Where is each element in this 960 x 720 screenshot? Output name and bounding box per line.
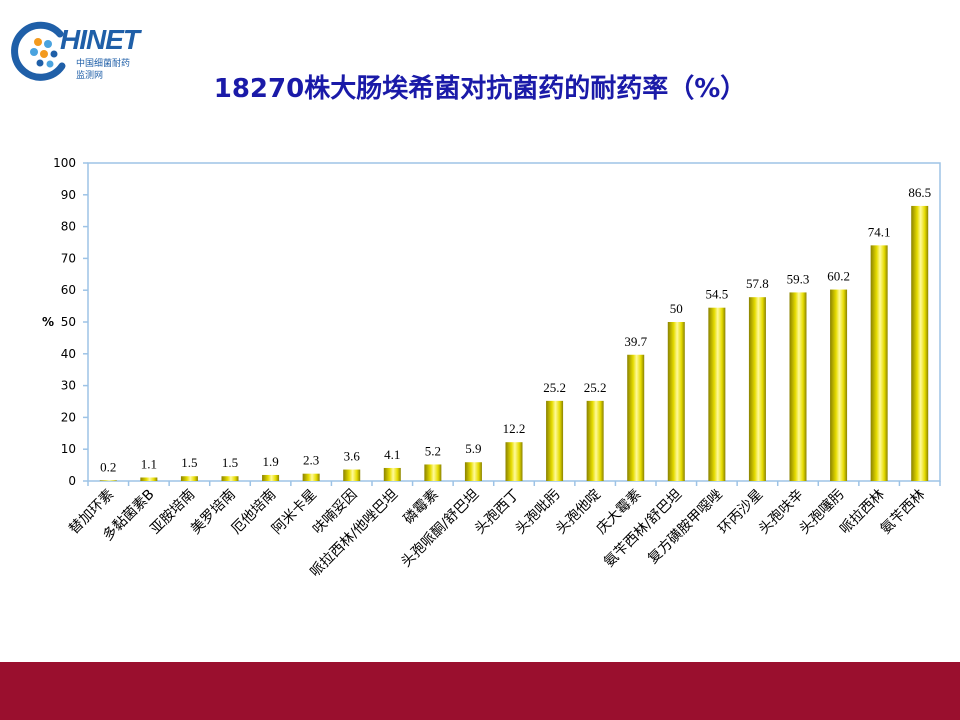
y-tick-label: 100: [53, 156, 76, 170]
bar: [302, 473, 320, 481]
bar: [911, 205, 929, 481]
logo-arc-icon: [11, 21, 66, 81]
bar-value-label: 50: [670, 301, 683, 316]
bar: [789, 292, 807, 481]
y-tick-label: 30: [61, 379, 76, 393]
bar: [708, 307, 726, 481]
bar-value-label: 1.9: [262, 454, 278, 469]
bar-value-label: 59.3: [787, 271, 810, 286]
bar-value-label: 39.7: [624, 334, 647, 349]
y-axis: 0 10 20 30 40 50 60 70 80 90 100: [53, 156, 941, 488]
bar-value-label: 0.2: [100, 459, 116, 474]
y-axis-label: %: [42, 315, 54, 329]
hinet-logo: HINET 中国细菌耐药 监测网: [18, 22, 158, 90]
bar-value-label: 60.2: [827, 269, 850, 284]
bar-value-label: 25.2: [543, 380, 566, 395]
bar: [870, 245, 888, 481]
bar-value-label: 5.2: [425, 443, 441, 458]
bar-value-label: 25.2: [584, 380, 607, 395]
category-label: 复方磺胺甲噁唑: [644, 486, 725, 567]
x-axis: [87, 481, 941, 486]
logo-subtitle-line2: 监测网: [76, 71, 104, 81]
bar-value-label: 1.1: [141, 457, 157, 472]
bar: [546, 400, 564, 481]
logo-wordmark: HINET: [60, 24, 140, 55]
bar-value-label: 12.2: [503, 421, 526, 436]
bar: [667, 322, 685, 481]
bars: [99, 205, 929, 481]
y-tick-label: 20: [61, 410, 76, 424]
bar-value-label: 54.5: [705, 287, 728, 302]
bar: [627, 354, 645, 481]
data-labels: 0.2 1.1 1.5 1.5 1.9 2.3 3.6 4.1 5.2 5.9 12.2 25.2 25…: [100, 185, 931, 474]
y-tick-label: 80: [61, 220, 76, 234]
y-tick-label: 70: [61, 251, 76, 265]
bar: [505, 442, 523, 481]
bar: [221, 476, 239, 481]
y-tick-label: 90: [61, 188, 76, 202]
bar: [140, 477, 158, 481]
bar-value-label: 74.1: [868, 224, 891, 239]
footer-bar: [0, 662, 960, 720]
bar: [262, 474, 280, 481]
logo-subtitle-line1: 中国细菌耐药: [76, 59, 131, 69]
bar: [99, 480, 117, 481]
category-label: 氨苄西林: [878, 487, 929, 538]
logo-emblem: [11, 21, 66, 81]
bar: [180, 476, 198, 481]
y-tick-label: 60: [61, 283, 76, 297]
y-tick-label: 10: [61, 442, 76, 456]
bar-value-label: 2.3: [303, 453, 319, 468]
bar-value-label: 3.6: [344, 449, 361, 464]
y-tick-label: 50: [61, 315, 76, 329]
bar: [424, 464, 442, 481]
bar-value-label: 1.5: [181, 455, 197, 470]
bar-value-label: 4.1: [384, 447, 400, 462]
y-tick-label: 40: [61, 347, 76, 361]
bar-value-label: 57.8: [746, 276, 769, 291]
bar-chart: 0 10 20 30 40 50 60 70 80 90 100 0.2 1.1 1.5 1.5 1.9 2.…: [42, 156, 941, 581]
bar: [464, 462, 482, 481]
bar: [830, 289, 848, 481]
bar-value-label: 1.5: [222, 455, 238, 470]
bar: [343, 469, 361, 481]
bar-value-label: 86.5: [908, 185, 931, 200]
bar: [383, 467, 401, 481]
bar: [586, 400, 604, 481]
y-tick-label: 0: [68, 474, 76, 488]
bar-value-label: 5.9: [465, 441, 481, 456]
bar: [748, 297, 766, 481]
slide-title: 18270株大肠埃希菌对抗菌药的耐药率（%）: [213, 74, 747, 104]
